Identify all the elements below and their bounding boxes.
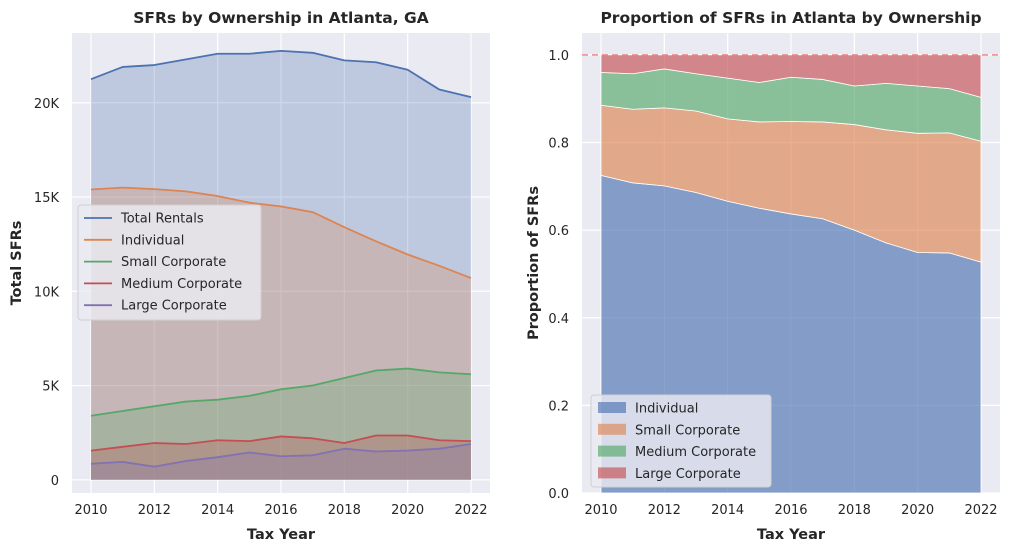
right-x-axis-label: Tax Year <box>757 527 826 543</box>
right-chart-title: Proportion of SFRs in Atlanta by Ownersh… <box>600 9 981 27</box>
area-fill-0 <box>91 50 471 480</box>
legend-label: Individual <box>635 402 698 417</box>
left-tick-labels: 2010 2012 2014 2016 2018 2020 2022 0 5K 10K 15K 20K <box>34 97 488 518</box>
y-tick-label: 0 <box>51 474 59 489</box>
left-legend: Total Rentals Individual Small Corporate Me… <box>77 204 262 321</box>
right-chart: 2010 2012 2014 2016 2018 2020 2022 0.0 0.2 0.4 0.6… <box>526 9 1000 543</box>
x-tick-label: 2018 <box>838 503 871 518</box>
x-tick-label: 2022 <box>964 503 997 518</box>
left-area-fills <box>91 50 471 480</box>
y-tick-label: 15K <box>34 191 60 206</box>
right-legend: Individual Small Corporate Medium Corporat… <box>590 394 772 488</box>
left-chart-title: SFRs by Ownership in Atlanta, GA <box>133 9 428 27</box>
series-line-2 <box>90 367 472 417</box>
legend-swatch <box>598 445 626 457</box>
x-tick-label: 2014 <box>201 503 234 518</box>
left-legend-box <box>77 204 262 321</box>
x-tick-label: 2010 <box>74 503 107 518</box>
legend-label: Medium Corporate <box>635 445 756 460</box>
x-tick-label: 2018 <box>328 503 361 518</box>
y-tick-label: 0.8 <box>548 137 569 152</box>
y-tick-label: 20K <box>34 97 60 112</box>
x-tick-label: 2020 <box>901 503 934 518</box>
series-line-0 <box>90 50 472 98</box>
legend-label: Large Corporate <box>635 467 741 482</box>
left-x-axis-label: Tax Year <box>247 527 316 543</box>
legend-swatch <box>598 467 626 479</box>
right-y-axis-label: Proportion of SFRs <box>526 186 542 340</box>
x-tick-label: 2010 <box>584 503 617 518</box>
left-chart: 2010 2012 2014 2016 2018 2020 2022 0 5K 10K 15K 20K… <box>9 9 490 543</box>
x-tick-label: 2016 <box>264 503 297 518</box>
area-fill-4 <box>91 443 471 480</box>
x-tick-label: 2012 <box>138 503 171 518</box>
legend-label: Small Corporate <box>635 423 740 438</box>
legend-label: Medium Corporate <box>121 277 242 292</box>
y-tick-label: 0.2 <box>548 399 569 414</box>
right-tick-labels: 2010 2012 2014 2016 2018 2020 2022 0.0 0.2 0.4 0.6… <box>548 49 997 518</box>
area-fill-3 <box>91 435 471 480</box>
y-tick-label: 1.0 <box>548 49 569 64</box>
series-line-3 <box>90 434 472 452</box>
legend-swatch <box>598 423 626 435</box>
x-tick-label: 2020 <box>391 503 424 518</box>
right-legend-box <box>590 394 772 488</box>
legend-label: Total Rentals <box>120 212 204 227</box>
legend-swatch <box>598 402 626 413</box>
y-tick-label: 5K <box>42 380 59 395</box>
y-tick-label: 10K <box>34 285 60 300</box>
stacked-area-3 <box>600 54 982 98</box>
legend-label: Large Corporate <box>121 299 227 314</box>
x-tick-label: 2012 <box>648 503 681 518</box>
x-tick-label: 2022 <box>454 503 487 518</box>
x-tick-label: 2016 <box>774 503 807 518</box>
series-line-1 <box>90 186 472 279</box>
legend-label: Small Corporate <box>121 255 226 270</box>
left-series-lines <box>90 50 472 468</box>
y-tick-label: 0.4 <box>548 312 569 327</box>
legend-label: Individual <box>121 233 184 248</box>
x-tick-label: 2014 <box>711 503 744 518</box>
y-tick-label: 0.0 <box>548 487 569 502</box>
series-line-4 <box>90 443 472 468</box>
left-y-axis-label: Total SFRs <box>9 221 25 306</box>
y-tick-label: 0.6 <box>548 224 569 239</box>
